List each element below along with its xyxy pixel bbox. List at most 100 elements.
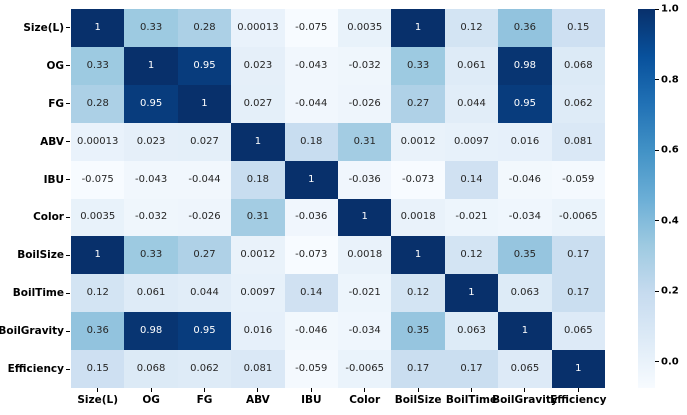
colorbar-tick-mark: [655, 79, 659, 80]
heatmap-cell: 1: [444, 274, 499, 313]
colorbar-tick-mark: [655, 149, 659, 151]
x-tick-label: FG: [196, 394, 213, 406]
heatmap-cell: -0.044: [177, 160, 232, 199]
heatmap-cell: 0.12: [391, 274, 445, 313]
y-tick-label: Size(L): [23, 21, 64, 34]
heatmap-cell: -0.032: [338, 46, 392, 85]
y-tick-mark: [66, 179, 70, 181]
y-tick-label: FG: [48, 97, 64, 110]
heatmap-cell: 0.081: [551, 122, 605, 161]
heatmap-cell: -0.0065: [338, 350, 392, 388]
heatmap-cell: 0.00013: [231, 9, 285, 47]
x-tick-mark: [471, 388, 472, 392]
heatmap-cell: 0.35: [498, 236, 552, 275]
x-tick-label: BoilSize: [394, 394, 442, 406]
x-tick-label: Color: [349, 394, 381, 406]
heatmap-cell: 0.068: [551, 46, 605, 85]
heatmap-cell: -0.026: [338, 84, 392, 123]
y-tick-label: Efficiency: [7, 363, 64, 376]
heatmap-cell: 1: [124, 46, 178, 85]
heatmap-cell: -0.059: [284, 350, 338, 388]
heatmap-cell: 0.95: [124, 84, 178, 123]
colorbar-tick-label: 0.4: [661, 215, 679, 227]
heatmap-cell: 0.33: [124, 9, 178, 47]
y-tick-mark: [66, 216, 70, 218]
colorbar-tick-mark: [655, 220, 659, 222]
heatmap-cell: 0.044: [177, 274, 232, 313]
heatmap-cell: 0.0097: [444, 122, 499, 161]
y-tick-mark: [66, 65, 70, 67]
heatmap-cell: -0.059: [551, 160, 605, 199]
heatmap-cell: 1: [391, 9, 445, 47]
heatmap-cell: 0.98: [498, 46, 552, 85]
x-tick-mark: [97, 388, 99, 392]
heatmap-cell: 0.28: [177, 9, 232, 47]
colorbar-tick-label: 1.0: [661, 3, 679, 15]
heatmap-cell: 0.12: [444, 9, 499, 47]
heatmap-cell: 0.00013: [71, 122, 125, 161]
heatmap-cell: 0.061: [444, 46, 499, 85]
colorbar-tick-mark: [655, 290, 659, 292]
heatmap-cell: -0.046: [498, 160, 552, 199]
y-tick-mark: [66, 330, 70, 332]
heatmap-cell: -0.075: [284, 9, 338, 47]
x-tick-label: OG: [142, 394, 160, 406]
x-tick-mark: [257, 388, 259, 392]
heatmap-cell: 0.35: [391, 312, 445, 351]
x-tick-mark: [524, 388, 526, 392]
y-tick-label: ABV: [40, 135, 64, 148]
heatmap-cell: 1: [177, 84, 232, 123]
heatmap-cell: 0.33: [391, 46, 445, 85]
y-tick-mark: [66, 141, 70, 143]
heatmap-cell: 0.065: [551, 312, 605, 351]
heatmap-cell: 0.95: [177, 46, 232, 85]
heatmap-cell: -0.036: [284, 198, 338, 237]
y-tick-mark: [66, 103, 70, 105]
heatmap-cell: 0.12: [444, 236, 499, 275]
colorbar-tick-label: 0.8: [661, 74, 679, 85]
heatmap-cell: -0.043: [124, 160, 178, 199]
x-tick-mark: [204, 388, 205, 392]
heatmap-cell: 0.0018: [338, 236, 392, 275]
heatmap-cell: 0.17: [551, 236, 605, 275]
heatmap-cell: 0.17: [391, 350, 445, 388]
heatmap-cell: 1: [71, 236, 125, 275]
heatmap-cell: 0.15: [71, 350, 125, 388]
heatmap-cell: 0.17: [551, 274, 605, 313]
y-tick-label: BoilSize: [17, 249, 64, 262]
x-tick-mark: [310, 388, 312, 392]
y-tick-mark: [66, 368, 70, 370]
heatmap-cell: 0.36: [498, 9, 552, 47]
heatmap-cell: 1: [231, 122, 285, 161]
heatmap-cell: 0.95: [498, 84, 552, 123]
heatmap-cell: 0.18: [284, 122, 338, 161]
x-tick-label: Size(L): [77, 394, 119, 406]
heatmap-cell: -0.046: [284, 312, 338, 351]
x-tick-label: IBU: [301, 394, 322, 406]
heatmap-cell: -0.034: [498, 198, 552, 237]
heatmap-cell: -0.021: [338, 274, 392, 313]
heatmap-cell: 0.0012: [231, 236, 285, 275]
heatmap-cell: 0.027: [177, 122, 232, 161]
heatmap-cell: 0.0035: [338, 9, 392, 47]
x-tick-label: Efficiency: [550, 394, 607, 406]
colorbar-tick-label: 0.2: [661, 285, 679, 297]
heatmap-cell: 0.081: [231, 350, 285, 388]
colorbar: [638, 9, 655, 388]
x-tick-mark: [150, 388, 152, 392]
heatmap-grid: 1 0.33 0.28 0.00013 -0.075 0.0035 1 0.12 0.36 0.1…: [71, 9, 605, 388]
heatmap-cell: -0.036: [338, 160, 392, 199]
heatmap-cell: 0.063: [444, 312, 499, 351]
x-tick-mark: [577, 388, 579, 392]
heatmap-cell: 0.18: [231, 160, 285, 199]
heatmap-cell: 1: [338, 198, 392, 237]
heatmap-cell: 0.0097: [231, 274, 285, 313]
colorbar-tick-label: 0.6: [661, 144, 679, 156]
heatmap-cell: -0.075: [71, 160, 125, 199]
heatmap-cell: -0.044: [284, 84, 338, 123]
heatmap-cell: -0.034: [338, 312, 392, 351]
heatmap-cell: 0.023: [124, 122, 178, 161]
heatmap-cell: 0.33: [124, 236, 178, 275]
heatmap-cell: 1: [71, 9, 125, 47]
y-tick-label: BoilTime: [12, 287, 64, 300]
